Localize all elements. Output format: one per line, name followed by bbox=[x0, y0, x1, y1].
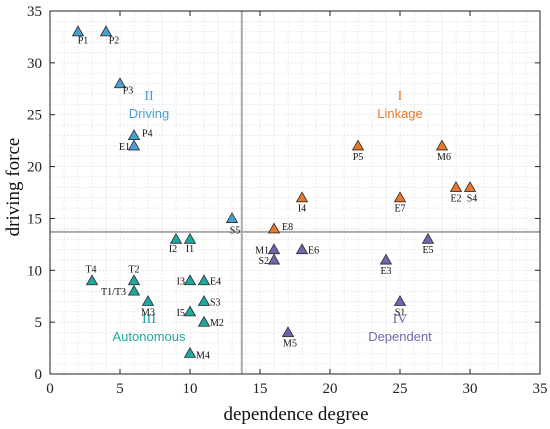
quadrant-name-dependent: Dependent bbox=[368, 329, 432, 344]
x-tick-label: 25 bbox=[393, 381, 408, 397]
point-marker-m6 bbox=[435, 139, 449, 151]
point-label-p4: P4 bbox=[142, 128, 153, 139]
point-marker-p1 bbox=[71, 25, 85, 37]
point-label-s2: S2 bbox=[258, 256, 269, 267]
point-marker-i5 bbox=[183, 305, 197, 317]
point-label-e4: E4 bbox=[210, 277, 221, 288]
point-label-i4: I4 bbox=[298, 204, 306, 215]
point-label-p5: P5 bbox=[353, 152, 364, 163]
quadrant-numeral-autonomous: III bbox=[142, 312, 156, 327]
point-marker-s4 bbox=[463, 181, 477, 192]
y-axis-title: driving force bbox=[3, 138, 24, 237]
point-marker-e1 bbox=[127, 139, 141, 151]
point-marker-t4 bbox=[85, 274, 99, 286]
point-label-t1-t3: T1/T3 bbox=[101, 287, 126, 298]
point-marker-s2 bbox=[267, 253, 281, 265]
point-label-m5: M5 bbox=[283, 339, 297, 350]
point-marker-m2 bbox=[197, 315, 211, 327]
quadrant-name-linkage: Linkage bbox=[377, 106, 423, 121]
point-label-e6: E6 bbox=[308, 246, 319, 257]
point-label-t4: T4 bbox=[85, 265, 96, 276]
point-label-p3: P3 bbox=[123, 86, 134, 97]
point-marker-p4 bbox=[127, 129, 141, 140]
point-marker-m3 bbox=[141, 295, 155, 306]
point-marker-i1 bbox=[183, 232, 197, 244]
point-label-s5: S5 bbox=[230, 225, 241, 236]
point-marker-e2 bbox=[449, 181, 463, 192]
y-tick-label: 5 bbox=[35, 315, 43, 331]
quadrant-labels: II Driving I Linkage III Autonomous IV Dependen… bbox=[113, 89, 433, 344]
x-tick-label: 20 bbox=[323, 381, 338, 397]
point-marker-e7 bbox=[393, 191, 407, 203]
point-marker-i2 bbox=[169, 232, 183, 244]
point-marker-e6 bbox=[295, 243, 309, 255]
point-marker-e4 bbox=[197, 274, 211, 286]
x-axis-title: dependence degree bbox=[223, 404, 368, 425]
plot-frame bbox=[49, 10, 541, 375]
point-label-m6: M6 bbox=[437, 152, 451, 163]
x-tick-label: 30 bbox=[463, 381, 478, 397]
x-tick-label: 35 bbox=[533, 381, 548, 397]
point-marker-s5 bbox=[225, 212, 239, 223]
y-tick-label: 10 bbox=[27, 263, 42, 279]
point-marker-p5 bbox=[351, 139, 365, 151]
point-label-i5: I5 bbox=[177, 308, 185, 319]
point-marker-i4 bbox=[295, 191, 309, 203]
quadrant-name-driving: Driving bbox=[129, 106, 169, 121]
quadrant-numeral-dependent: IV bbox=[393, 312, 408, 327]
x-tick-label: 10 bbox=[183, 381, 198, 397]
point-label-i3: I3 bbox=[177, 277, 185, 288]
axes: 0 5 10 15 20 25 30 35 0 5 10 15 20 25 30 35 bbox=[27, 4, 548, 397]
y-tick-label: 15 bbox=[27, 211, 42, 227]
point-marker-e3 bbox=[379, 253, 393, 265]
point-label-p1: P1 bbox=[78, 36, 89, 47]
point-label-m2: M2 bbox=[210, 318, 224, 329]
point-label-s4: S4 bbox=[467, 193, 478, 204]
y-tick-label: 0 bbox=[35, 367, 43, 383]
point-label-i1: I1 bbox=[186, 244, 194, 255]
point-label-e3: E3 bbox=[380, 266, 391, 277]
point-marker-t1-t3 bbox=[127, 284, 141, 296]
y-tick-label: 35 bbox=[27, 4, 42, 20]
point-marker-e5 bbox=[421, 232, 435, 244]
point-marker-i3 bbox=[183, 274, 197, 286]
point-marker-t2 bbox=[127, 274, 141, 286]
point-marker-p3 bbox=[113, 77, 127, 89]
point-label-e2: E2 bbox=[450, 193, 461, 204]
x-tick-label: 15 bbox=[253, 381, 268, 397]
point-marker-m1 bbox=[267, 243, 281, 255]
quadrant-numeral-linkage: I bbox=[398, 89, 403, 104]
point-label-s1: S1 bbox=[395, 307, 406, 318]
point-label-e8: E8 bbox=[282, 222, 293, 233]
point-marker-e8 bbox=[267, 222, 281, 234]
point-label-s3: S3 bbox=[210, 297, 221, 308]
point-label-p2: P2 bbox=[109, 36, 120, 47]
point-marker-s1 bbox=[393, 295, 407, 306]
quadrant-name-autonomous: Autonomous bbox=[113, 329, 186, 344]
point-marker-m5 bbox=[281, 326, 295, 338]
point-label-e5: E5 bbox=[422, 245, 433, 256]
x-tick-label: 0 bbox=[46, 381, 54, 397]
point-label-m1: M1 bbox=[255, 246, 269, 257]
x-tick-label: 5 bbox=[116, 381, 124, 397]
point-label-e7: E7 bbox=[394, 204, 405, 215]
y-tick-label: 20 bbox=[27, 160, 42, 176]
point-label-m4: M4 bbox=[196, 350, 210, 361]
point-label-e1: E1 bbox=[119, 142, 130, 153]
point-marker-s3 bbox=[197, 295, 211, 306]
quadrant-dividers bbox=[50, 11, 540, 374]
y-tick-label: 25 bbox=[27, 108, 42, 124]
point-marker-p2 bbox=[99, 25, 113, 37]
point-label-m3: M3 bbox=[141, 307, 155, 318]
point-label-i2: I2 bbox=[169, 244, 177, 255]
point-label-t2: T2 bbox=[128, 265, 139, 276]
y-tick-label: 30 bbox=[27, 56, 42, 72]
point-marker-m4 bbox=[183, 346, 197, 358]
quadrant-numeral-driving: II bbox=[144, 89, 154, 104]
